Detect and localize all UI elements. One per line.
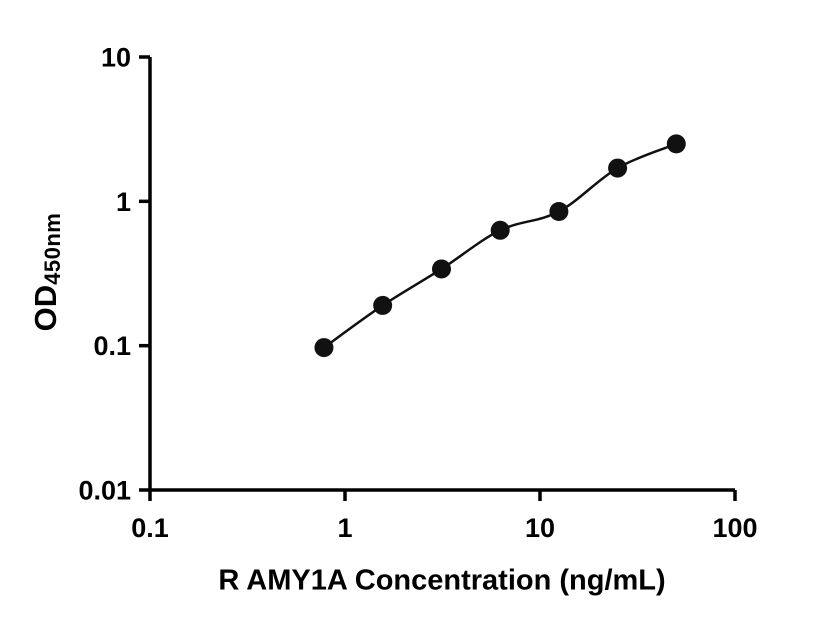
y-axis-title: OD450nm [28, 212, 65, 332]
data-point [608, 158, 628, 178]
y-tick-label: 10 [101, 43, 131, 73]
y-axis-title-sub: 450nm [40, 212, 65, 285]
y-tick-label: 0.1 [93, 331, 131, 361]
x-tick-label: 100 [712, 513, 757, 543]
data-point [373, 295, 393, 315]
x-axis-title: R AMY1A Concentration (ng/mL) [218, 564, 666, 597]
x-tick-label: 1 [337, 513, 352, 543]
data-point [490, 220, 510, 240]
data-point [549, 202, 569, 222]
y-tick-label: 1 [116, 187, 131, 217]
data-point [666, 134, 686, 154]
y-tick-label: 0.01 [78, 476, 131, 506]
data-point [314, 338, 334, 358]
x-tick-label: 10 [525, 513, 555, 543]
data-point [431, 259, 451, 279]
y-axis-title-main: OD [28, 284, 63, 332]
x-tick-label: 0.1 [131, 513, 169, 543]
